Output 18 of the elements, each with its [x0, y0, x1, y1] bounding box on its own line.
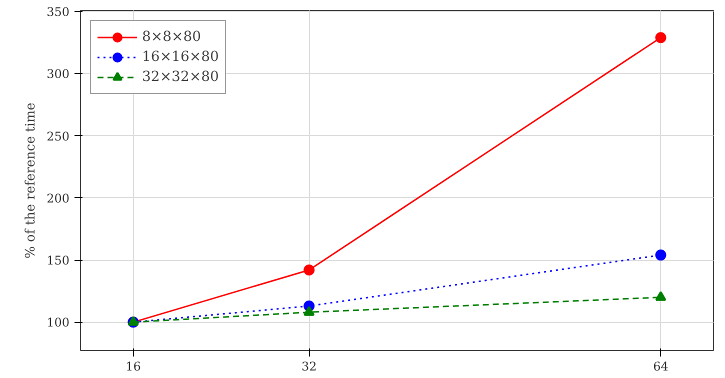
point — [655, 250, 666, 261]
point — [655, 291, 666, 301]
legend-label: 16×16×80 — [142, 49, 219, 65]
legend-label: 32×32×80 — [142, 69, 219, 85]
x-tick-label: 32 — [301, 360, 317, 374]
y-axis-title: % of the reference time — [24, 102, 39, 258]
y-tick-label: 150 — [46, 254, 70, 268]
x-tick-label: 16 — [126, 360, 141, 374]
point — [304, 264, 315, 276]
point — [655, 32, 666, 44]
legend-label: 8×8×80 — [142, 29, 202, 45]
y-tick-label: 300 — [46, 67, 70, 82]
y-tick-label: 350 — [46, 4, 70, 19]
y-tick-label: 200 — [46, 191, 70, 206]
y-tick-label: 250 — [46, 129, 70, 144]
point — [304, 306, 315, 316]
y-tick-label: 100 — [46, 316, 70, 330]
x-tick-label: 64 — [653, 360, 669, 374]
